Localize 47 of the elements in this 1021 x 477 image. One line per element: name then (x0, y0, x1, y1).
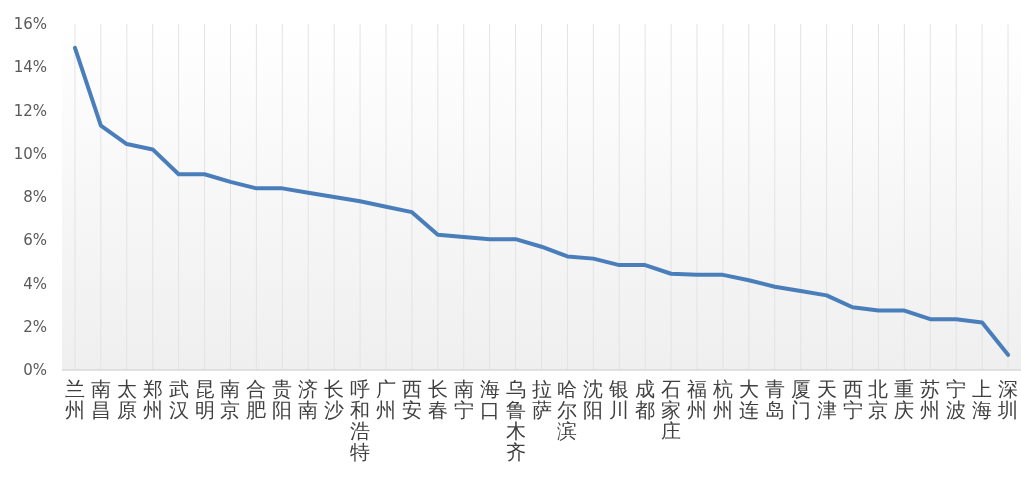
x-tick-label: 昆明 (194, 377, 215, 422)
y-tick-label: 0% (23, 361, 47, 379)
y-tick-label: 14% (13, 58, 47, 77)
x-tick-label: 济南 (298, 377, 319, 422)
y-tick-label: 12% (13, 101, 47, 120)
x-tick-label: 青岛 (764, 377, 785, 422)
x-tick-label: 苏州 (920, 377, 941, 422)
x-tick-label: 太原 (116, 377, 137, 422)
x-tick-label: 武汉 (168, 377, 189, 422)
y-tick-label: 4% (23, 274, 47, 293)
x-tick-label: 兰州 (64, 377, 85, 422)
x-tick-label: 沈阳 (583, 377, 604, 422)
x-tick-label: 福州 (687, 377, 708, 422)
x-tick-label: 南昌 (90, 377, 111, 422)
x-tick-label: 广州 (375, 377, 396, 422)
x-tick-label: 贵阳 (272, 377, 293, 422)
x-tick-label: 南京 (220, 377, 241, 422)
x-tick-label: 银川 (608, 377, 630, 422)
x-tick-label: 厦门 (790, 377, 811, 422)
y-tick-label: 2% (23, 317, 47, 336)
x-tick-label: 长春 (427, 377, 448, 422)
x-tick-label: 深圳 (997, 377, 1019, 422)
x-tick-label: 海口 (479, 377, 500, 422)
x-tick-label: 杭州 (711, 377, 733, 422)
line-series (72, 45, 1011, 357)
x-tick-label: 天津 (816, 377, 837, 422)
x-tick-label: 石家庄 (661, 377, 682, 443)
x-tick-label: 拉萨 (531, 377, 552, 422)
y-tick-label: 6% (23, 231, 47, 250)
x-tick-label: 长沙 (324, 377, 345, 422)
y-tick-label: 16% (13, 15, 47, 33)
x-tick-label: 成都 (635, 377, 656, 422)
x-tick-label: 西宁 (842, 377, 863, 422)
x-tick-label: 重庆 (894, 377, 915, 422)
x-tick-label: 西安 (401, 377, 422, 422)
x-tick-label: 南宁 (453, 377, 474, 422)
x-tick-label: 郑州 (142, 377, 163, 422)
y-tick-label: 10% (13, 144, 47, 163)
x-tick-label: 宁波 (946, 377, 967, 422)
x-tick-label: 大连 (738, 377, 759, 422)
x-tick-label: 呼和浩特 (350, 377, 371, 464)
x-tick-label: 合肥 (246, 377, 267, 422)
y-tick-label: 8% (23, 188, 47, 206)
x-tick-label: 北京 (868, 377, 889, 422)
x-tick-label: 乌鲁木齐 (505, 377, 526, 464)
x-tick-label: 上海 (972, 377, 993, 422)
x-tick-label: 哈尔滨 (557, 377, 578, 443)
